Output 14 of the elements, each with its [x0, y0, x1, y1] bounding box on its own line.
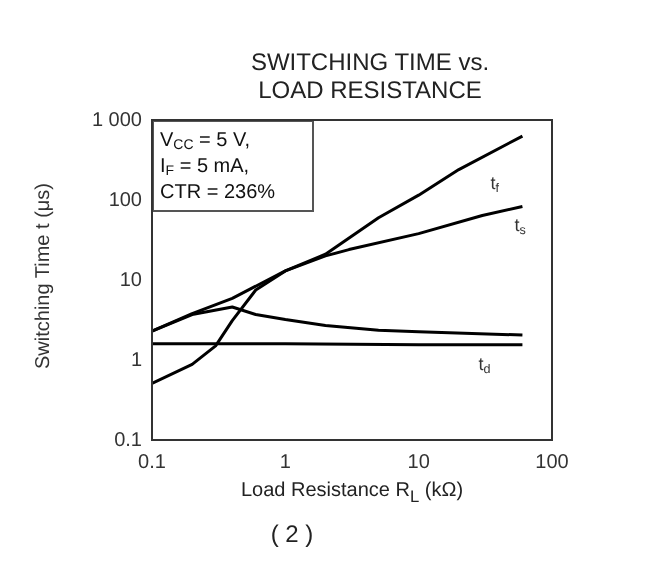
y-tick-label: 1 000 [91, 109, 143, 132]
chart-title: SWITCHING TIME vs. LOAD RESISTANCE [248, 48, 492, 104]
x-tick-label: 1 [279, 451, 292, 474]
y-tick-label: 100 [108, 189, 143, 212]
y-tick-label: 0.1 [114, 429, 143, 452]
y-tick-label: 10 [119, 269, 143, 292]
y-axis-title: Switching Time t (μs) [33, 182, 55, 370]
x-tick-label: 100 [535, 451, 570, 474]
text: ( 2 ) [270, 520, 314, 548]
x-tick-label: 0.1 [138, 451, 167, 474]
x-axis-title: Load Resistance R$_{L}$ (kΩ) [240, 480, 464, 506]
annotation: CTR = 236% [160, 181, 276, 204]
x-tick-label: 10 [407, 451, 431, 474]
y-tick-label: 1 [130, 349, 143, 372]
